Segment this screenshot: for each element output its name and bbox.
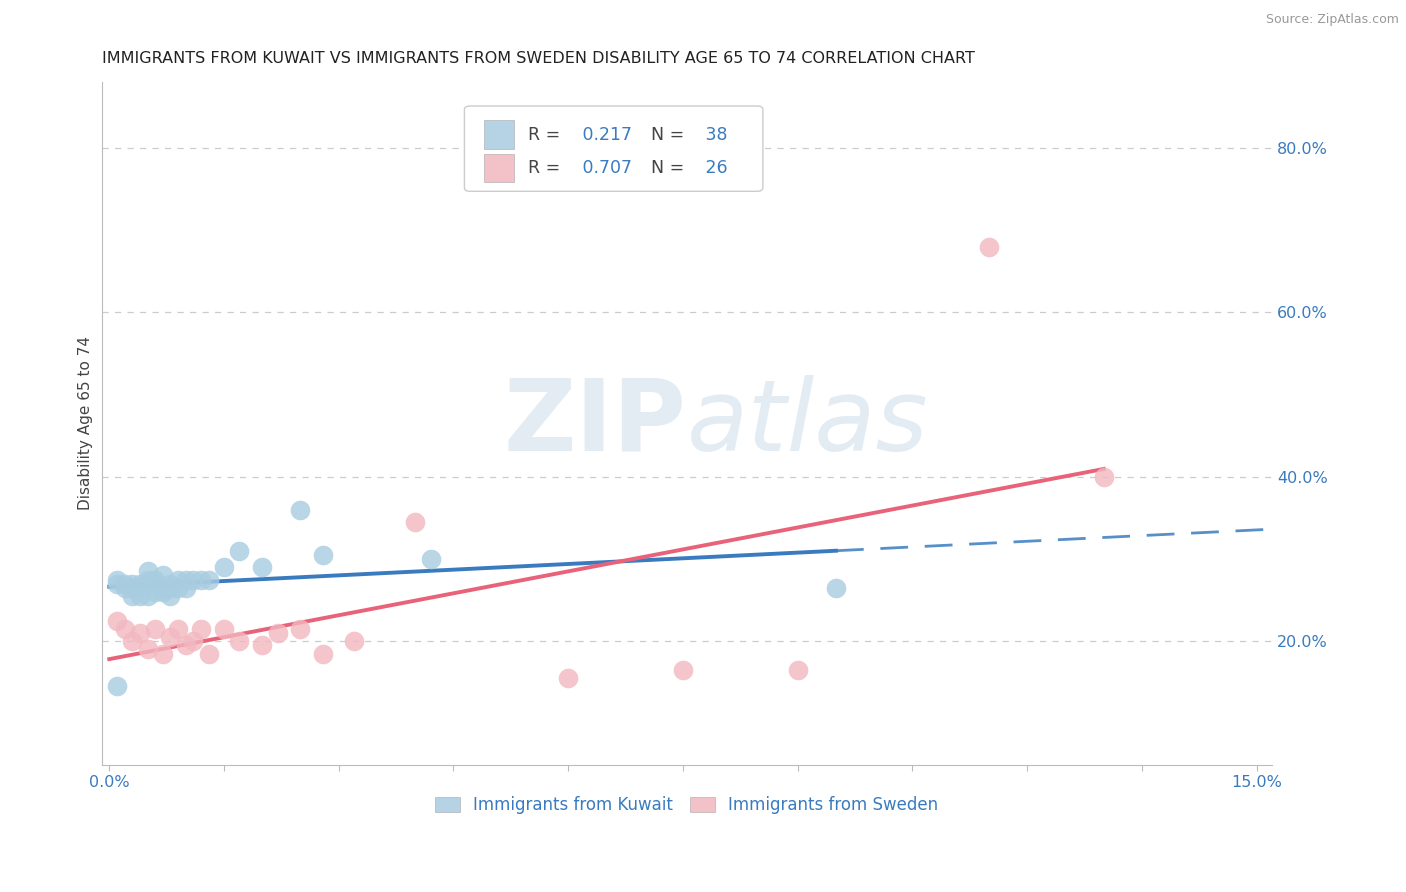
Point xyxy=(312,647,335,661)
Point xyxy=(121,576,143,591)
Text: 26: 26 xyxy=(700,159,727,178)
Point xyxy=(190,622,212,636)
Point xyxy=(128,581,150,595)
Point xyxy=(786,663,808,677)
Point xyxy=(174,638,197,652)
FancyBboxPatch shape xyxy=(484,120,513,149)
Text: N =: N = xyxy=(651,126,683,144)
Text: ZIP: ZIP xyxy=(503,375,686,472)
Point xyxy=(167,581,190,595)
Point xyxy=(121,634,143,648)
Point xyxy=(121,581,143,595)
Point xyxy=(152,585,174,599)
FancyBboxPatch shape xyxy=(464,106,763,191)
Point xyxy=(136,576,159,591)
Text: 0.707: 0.707 xyxy=(576,159,631,178)
Point xyxy=(290,622,312,636)
Legend: Immigrants from Kuwait, Immigrants from Sweden: Immigrants from Kuwait, Immigrants from … xyxy=(434,797,938,814)
Point xyxy=(167,573,190,587)
Point xyxy=(190,573,212,587)
Point xyxy=(128,576,150,591)
Point xyxy=(105,614,128,628)
Point xyxy=(114,576,136,591)
Point xyxy=(136,564,159,578)
Point xyxy=(159,630,181,644)
Point xyxy=(114,622,136,636)
Point xyxy=(105,573,128,587)
Text: N =: N = xyxy=(651,159,683,178)
Point xyxy=(825,581,848,595)
Y-axis label: Disability Age 65 to 74: Disability Age 65 to 74 xyxy=(79,336,93,510)
Point xyxy=(266,626,288,640)
Point xyxy=(1092,469,1115,483)
Point xyxy=(136,573,159,587)
Point xyxy=(152,581,174,595)
Point xyxy=(143,622,166,636)
Point xyxy=(143,573,166,587)
Text: IMMIGRANTS FROM KUWAIT VS IMMIGRANTS FROM SWEDEN DISABILITY AGE 65 TO 74 CORRELA: IMMIGRANTS FROM KUWAIT VS IMMIGRANTS FRO… xyxy=(101,51,974,66)
Point xyxy=(159,581,181,595)
Point xyxy=(143,576,166,591)
Point xyxy=(143,585,166,599)
Text: 0.217: 0.217 xyxy=(576,126,631,144)
Point xyxy=(197,573,219,587)
Point xyxy=(136,589,159,603)
Point xyxy=(212,560,235,574)
Text: Source: ZipAtlas.com: Source: ZipAtlas.com xyxy=(1265,13,1399,27)
Point xyxy=(212,622,235,636)
Point xyxy=(183,573,205,587)
Point xyxy=(672,663,695,677)
Point xyxy=(121,589,143,603)
Point xyxy=(343,634,366,648)
Point xyxy=(312,548,335,562)
Point xyxy=(228,543,250,558)
FancyBboxPatch shape xyxy=(484,153,513,183)
Point xyxy=(290,502,312,516)
Point xyxy=(159,576,181,591)
Text: R =: R = xyxy=(527,159,560,178)
Point xyxy=(105,680,128,694)
Point xyxy=(159,589,181,603)
Point xyxy=(174,573,197,587)
Point xyxy=(174,581,197,595)
Point xyxy=(136,642,159,657)
Text: atlas: atlas xyxy=(686,375,928,472)
Point xyxy=(105,576,128,591)
Point xyxy=(152,568,174,582)
Point xyxy=(404,515,426,529)
Point xyxy=(252,638,274,652)
Point xyxy=(128,589,150,603)
Point xyxy=(977,239,1000,253)
Text: R =: R = xyxy=(527,126,560,144)
Point xyxy=(183,634,205,648)
Point xyxy=(128,626,150,640)
Point xyxy=(197,647,219,661)
Point xyxy=(167,622,190,636)
Point xyxy=(252,560,274,574)
Point xyxy=(419,552,441,566)
Point xyxy=(152,647,174,661)
Point xyxy=(228,634,250,648)
Text: 38: 38 xyxy=(700,126,727,144)
Point xyxy=(114,581,136,595)
Point xyxy=(557,671,579,685)
